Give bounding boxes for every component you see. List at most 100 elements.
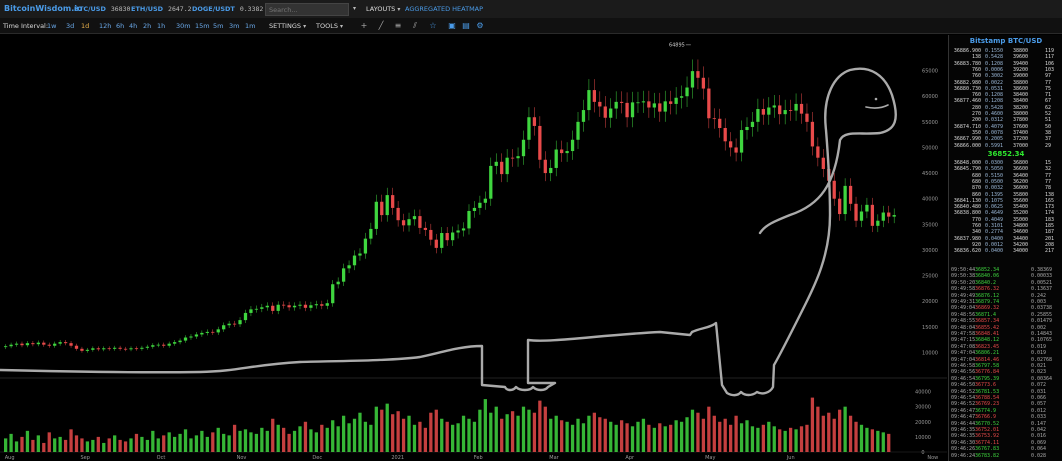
pitchfork-icon[interactable]: ⫽ [413,21,417,30]
candle [538,125,542,160]
volume-bar [549,418,553,452]
crosshair-icon[interactable]: + [360,21,368,30]
trade-price: 36869.32 [975,305,1000,312]
layout-icon[interactable]: ▤ [462,21,470,30]
interval-1w[interactable]: 1w [47,22,57,30]
ticker-doge[interactable]: DOGE/USDT 0.3382 [192,5,263,13]
ask-price: 36882.980 [953,79,981,86]
hlines-icon[interactable]: ≡ [394,21,402,30]
trade-amount: 0.066 [1031,395,1047,401]
interval-12h[interactable]: 12h [99,22,112,30]
bid-level: 36400 [1013,172,1029,179]
candle [810,121,815,147]
bid-price: 36836.620 [953,248,981,255]
volume-bar [756,427,760,452]
interval-2h[interactable]: 2h [143,22,152,30]
price-chart[interactable]: 65000 60000 55000 50000 45000 40000 35000 30000… [0,35,947,461]
candle [151,345,155,347]
bid-level: 35400 [1013,204,1029,211]
ask-sum: 106 [1045,60,1055,67]
volume-bar [183,429,188,452]
volume-bar [58,436,62,452]
candle [396,207,400,221]
trade-amount: 0.069 [1031,439,1047,446]
interval-15m[interactable]: 15m [195,22,210,30]
ask-level: 38400 [1013,92,1029,99]
candle [581,110,586,122]
interval-4h[interactable]: 4h [129,22,138,30]
ask-amount: 0.1208 [985,98,1004,105]
site-logo[interactable]: BitcoinWisdom.io [4,4,83,13]
volume-bar [265,430,269,452]
order-book-panel: Bitstamp BTC/USD 36886.900 0.1550 38800 119… [948,35,1062,461]
interval-30m[interactable]: 30m [176,22,191,30]
volume-bar [156,438,160,452]
star-icon[interactable]: ☆ [429,21,437,30]
volume-bar [352,418,357,452]
interval-1d[interactable]: 1d [81,22,90,30]
candle [434,239,438,248]
volume-bar [53,438,57,452]
tools-menu[interactable]: TOOLS ▾ [316,22,343,30]
trade-amount: 0.01479 [1031,318,1053,325]
chevron-down-icon: ▾ [340,23,344,30]
trade-amount: 0.042 [1031,427,1047,433]
interval-1h[interactable]: 1h [157,22,166,30]
ticker-eth[interactable]: ETH/USD 2647.2 [131,5,192,13]
candle [385,195,389,216]
volume-bar [843,406,847,452]
interval-3m[interactable]: 3m [229,22,240,30]
chevron-down-icon[interactable]: ▾ [353,5,357,12]
search-input[interactable] [265,3,349,16]
settings-menu[interactable]: SETTINGS ▾ [269,22,306,30]
time-axis-label: Apr [625,455,635,461]
ask-amount: 0.0022 [985,79,1004,86]
bid-sum: 77 [1045,172,1052,179]
bid-row: 870 0.0032 36000 78 [949,185,1062,192]
ticker-btc[interactable]: BTC/USD 36830 [74,5,130,13]
interval-6h[interactable]: 6h [116,22,125,30]
candle [391,195,395,208]
volume-bar [538,400,542,452]
volume-bar [521,406,526,452]
candle [887,212,891,217]
candle [799,103,804,114]
ask-level: 38800 [1013,79,1029,86]
volume-bar [418,421,422,452]
candle [25,343,30,346]
volume-bar [838,409,842,452]
gear-icon[interactable]: ⚙ [476,21,484,30]
candle [483,198,487,203]
interval-3d[interactable]: 3d [66,22,75,30]
chevron-down-icon: ▾ [397,6,401,13]
time-axis-label: Aug [5,455,15,461]
order-book-title[interactable]: Bitstamp BTC/USD [969,37,1043,45]
trade-row: 09:48:55 36857.34 0.01479 [949,318,1062,325]
bid-price: 680 [971,178,981,185]
camera-icon[interactable]: ▣ [448,21,456,30]
candle [113,347,117,349]
interval-1m[interactable]: 1m [245,22,256,30]
bid-sum: 183 [1045,216,1055,223]
ask-price: 760 [971,92,981,99]
trade-row: 09:46:26 36767.83 0.064 [949,446,1062,453]
settings-label: SETTINGS [269,22,302,30]
aggregated-heatmap-link[interactable]: AGGREGATED HEATMAP [405,5,484,13]
candle [358,253,362,256]
line-icon[interactable]: ╱ [378,21,384,30]
ask-amount: 0.4079 [985,123,1004,130]
trade-row: 09:46:47 36774.9 0.012 [949,408,1062,415]
volume-bar [619,420,624,452]
trade-price: 36855.42 [975,324,1000,331]
interval-5m[interactable]: 5m [213,22,224,30]
volume-bar [423,427,428,452]
layouts-menu[interactable]: LAYOUTS ▾ [366,5,400,13]
candle [647,101,651,108]
trade-row: 09:46:58 36797.58 0.021 [949,363,1062,370]
volume-bar [603,418,607,452]
ask-level: 37800 [1013,117,1029,124]
trade-row: 09:47:04 36806.21 0.019 [949,350,1062,357]
volume-bar [211,432,215,452]
time-axis-label: Feb [474,455,483,461]
trade-time: 09:47:58 [951,331,976,337]
